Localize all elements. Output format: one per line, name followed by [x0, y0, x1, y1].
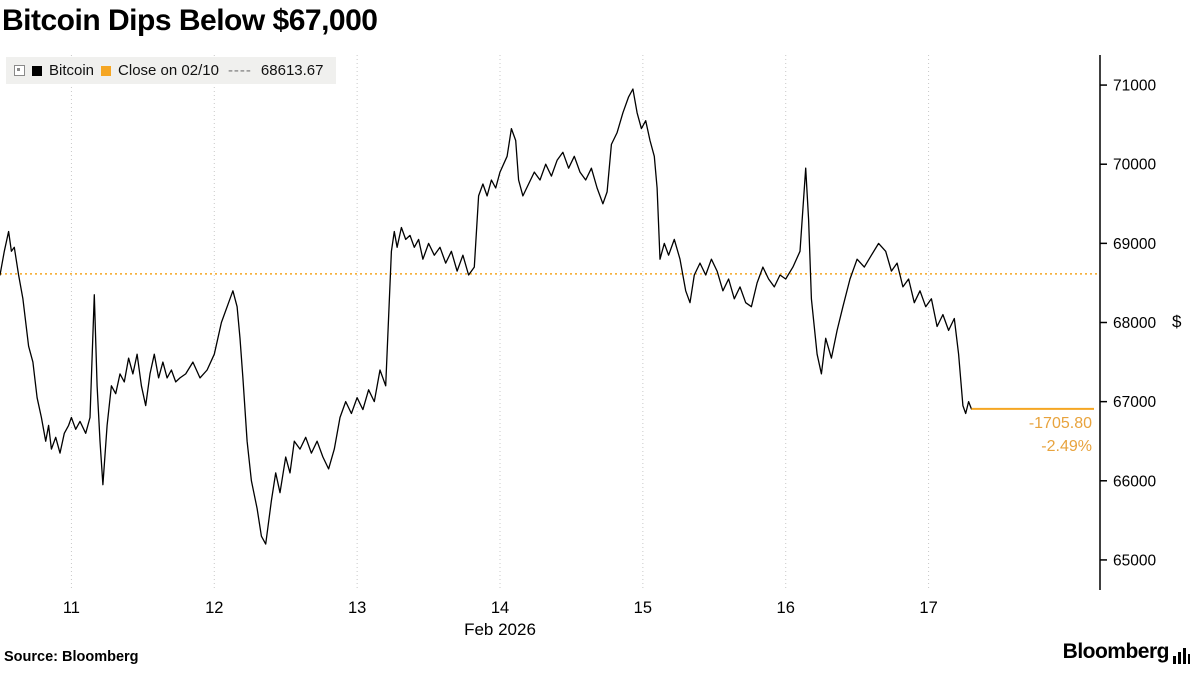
legend-close-label: Close on 02/10 [118, 62, 219, 79]
bloomberg-logo: Bloomberg [1063, 640, 1190, 664]
x-tick-label-11: 11 [63, 599, 80, 617]
x-tick-label-13: 13 [348, 599, 366, 617]
legend-close-swatch [101, 65, 112, 76]
x-tick-label-17: 17 [919, 599, 937, 617]
last-price-annotation: -1705.80 -2.49% [860, 412, 1092, 458]
legend-close-dash: ---- [227, 62, 252, 79]
chart-svg: 65000 66000 67000 68000 69000 70000 71000 11 12 1… [0, 55, 1156, 617]
legend-close-value: 68613.67 [260, 62, 324, 79]
price-series-line [0, 88, 973, 545]
annotation-change: -1705.80 [1028, 415, 1092, 432]
bloomberg-logo-icon [1173, 648, 1190, 664]
x-tick-label-14: 14 [491, 599, 509, 617]
chart-legend: Bitcoin Close on 02/10 ---- 68613.67 [6, 57, 336, 84]
y-tick-label-68000: 68000 [1113, 315, 1156, 332]
x-tick-label-15: 15 [634, 599, 652, 617]
y-tick-label-65000: 65000 [1113, 552, 1156, 569]
y-tick-label-70000: 70000 [1113, 157, 1156, 174]
annotation-pct: -2.49% [1041, 438, 1092, 456]
y-tick-label-69000: 69000 [1113, 236, 1156, 253]
y-tick-label-67000: 67000 [1113, 394, 1156, 411]
x-tick-label-12: 12 [205, 599, 223, 617]
bloomberg-wordmark: Bloomberg [1062, 640, 1170, 663]
source-credit: Source: Bloomberg [4, 649, 139, 665]
x-tick-label-16: 16 [777, 599, 795, 617]
chart-title: Bitcoin Dips Below $67,000 [2, 4, 378, 37]
legend-series-label: Bitcoin [49, 62, 95, 79]
y-tick-label-66000: 66000 [1113, 473, 1156, 490]
x-axis-label: Feb 2026 [464, 620, 536, 639]
legend-tracker-icon [14, 65, 25, 76]
y-tick-label-71000: 71000 [1113, 78, 1156, 95]
y-axis-unit-label: $ [1172, 312, 1182, 331]
legend-series-swatch [32, 65, 42, 76]
